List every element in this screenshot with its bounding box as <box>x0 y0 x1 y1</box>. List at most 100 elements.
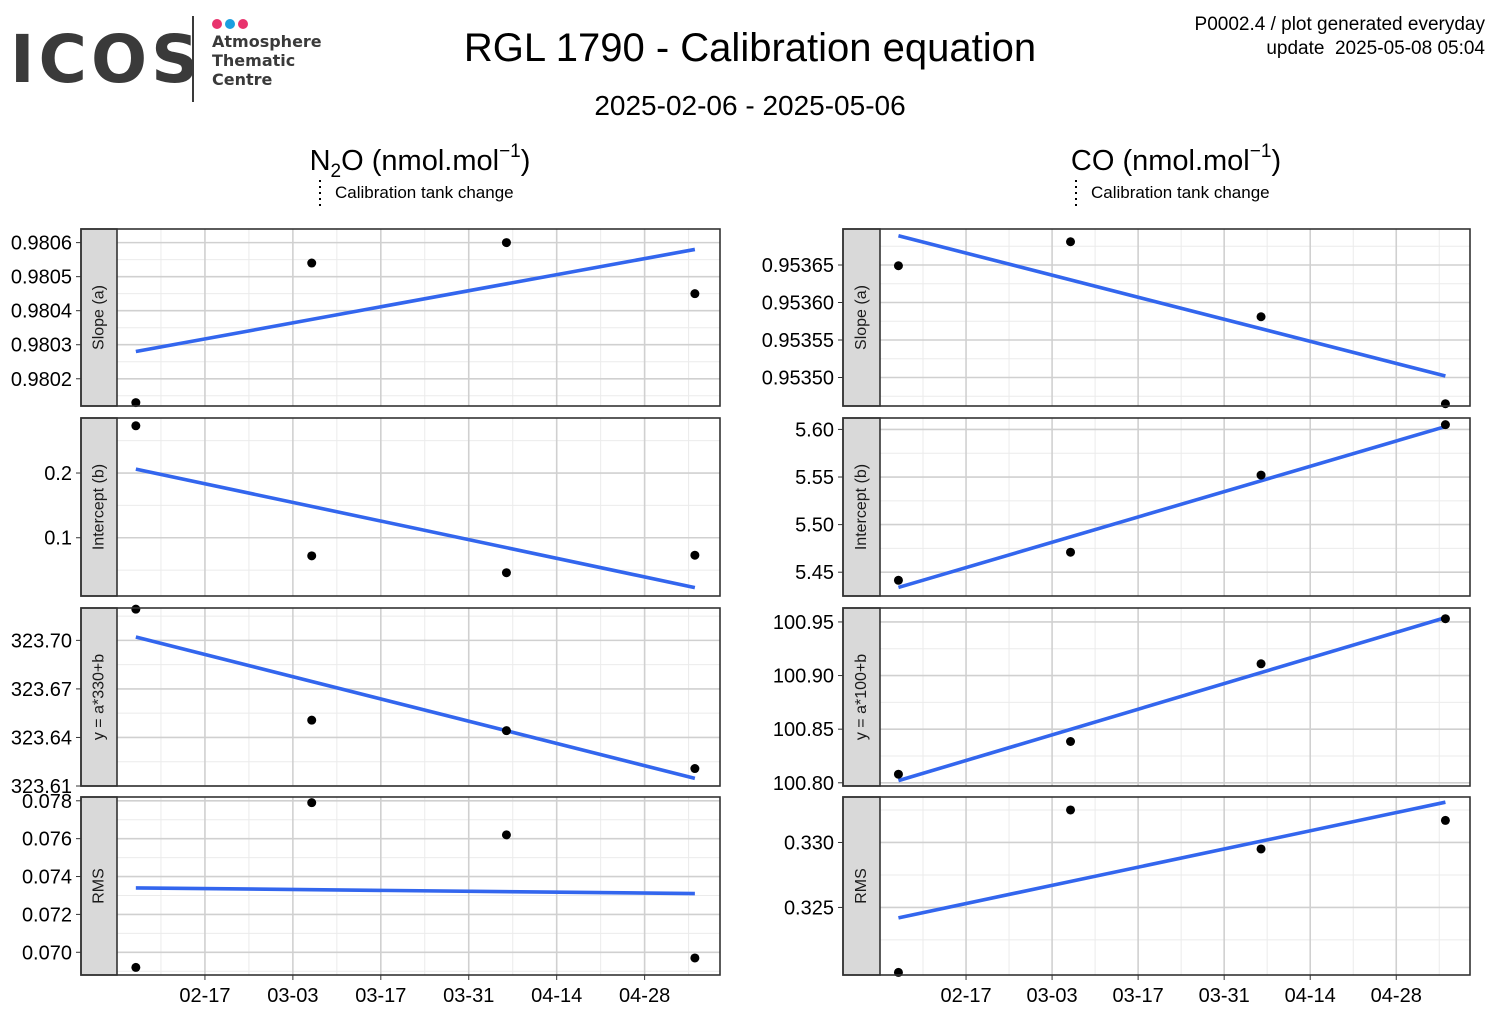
y-tick-labels: 323.61 323.64 323.67 323.70 <box>11 630 81 798</box>
data-point <box>131 398 141 408</box>
y-tick-label: 100.80 <box>773 773 834 795</box>
y-tick-label: 0.2 <box>44 463 72 485</box>
species-name: CO <box>1071 145 1123 177</box>
panel-strip-label: Slope (a) <box>91 285 108 350</box>
species-name: N <box>310 145 331 177</box>
minor-gridlines <box>117 229 720 406</box>
data-point <box>307 551 317 561</box>
y-tick-labels: 0.325 0.330 <box>784 832 843 919</box>
data-point <box>501 726 511 736</box>
data-point <box>1256 312 1266 322</box>
data-points <box>131 798 700 972</box>
data-points <box>893 237 1450 409</box>
data-point <box>893 261 903 271</box>
data-point <box>1440 815 1450 825</box>
data-point <box>131 962 141 972</box>
x-tick-label: 04-14 <box>1285 985 1336 1007</box>
y-tick-labels: 0.9802 0.9803 0.9804 0.9805 0.9806 <box>11 233 81 391</box>
y-tick-label: 5.60 <box>795 419 834 441</box>
panel-strip-label: Slope (a) <box>853 285 870 350</box>
panel-border <box>80 796 721 976</box>
data-point <box>690 289 700 299</box>
unit-superscript: −1 <box>1250 141 1272 162</box>
x-tick-label: 02-17 <box>940 985 991 1007</box>
unit-close: ) <box>1271 145 1281 177</box>
x-tick-label: 04-14 <box>531 985 582 1007</box>
x-tick-label: 04-28 <box>619 985 670 1007</box>
y-tick-label: 0.325 <box>784 897 834 919</box>
x-tick-label: 03-31 <box>443 985 494 1007</box>
y-tick-labels: 5.45 5.50 5.55 5.60 <box>795 419 843 584</box>
panel-border <box>80 228 721 407</box>
y-tick-label: 0.9803 <box>11 335 72 357</box>
fit-line <box>898 800 1446 920</box>
y-tick-label: 0.9805 <box>11 267 72 289</box>
y-tick-label: 0.076 <box>22 829 72 851</box>
x-tick-label: 04-28 <box>1371 985 1422 1007</box>
panel-strip-label: y = a*330+b <box>91 654 108 740</box>
page-title: RGL 1790 - Calibration equation <box>463 26 1037 70</box>
panel-strip-label: RMS <box>91 868 108 904</box>
major-gridlines <box>117 418 720 596</box>
y-tick-label: 0.9806 <box>11 233 72 255</box>
unit-superscript: −1 <box>499 141 521 162</box>
data-points <box>893 420 1450 585</box>
data-point <box>307 258 317 268</box>
panel-border <box>80 607 721 787</box>
y-tick-label: 100.85 <box>773 719 834 741</box>
panel-strip <box>842 417 881 597</box>
y-tick-label: 100.90 <box>773 666 834 688</box>
data-point <box>501 238 511 248</box>
chart-column-1: N2O (nmol.mol−1)Calibration tank change 0… <box>11 141 721 1007</box>
x-tick-label: 03-17 <box>355 985 406 1007</box>
data-point <box>307 715 317 725</box>
page-subtitle: 2025-02-06 - 2025-05-06 <box>594 90 906 121</box>
data-point <box>1256 470 1266 480</box>
fit-line <box>135 635 696 781</box>
fit-line <box>135 886 695 896</box>
panel-strip-label: Intercept (b) <box>853 464 870 550</box>
logo-line: Atmosphere <box>212 32 322 51</box>
data-point <box>1066 237 1076 247</box>
logo-dots <box>212 16 251 29</box>
panel-border <box>842 228 1471 407</box>
y-tick-label: 0.070 <box>22 942 72 964</box>
data-point <box>690 550 700 560</box>
panel-border <box>842 796 1471 976</box>
y-tick-label: 5.55 <box>795 467 834 489</box>
y-tick-label: 323.61 <box>11 776 72 798</box>
data-point <box>1066 547 1076 557</box>
logo-dot-blue <box>225 19 235 29</box>
legend-label: Calibration tank change <box>335 183 514 202</box>
data-point <box>1440 614 1450 624</box>
data-point <box>501 830 511 840</box>
panel-strip <box>80 228 118 407</box>
plot-code: P0002.4 / plot generated everyday <box>1194 14 1485 35</box>
x-tick-label: 03-03 <box>267 985 318 1007</box>
chart-column-2: CO (nmol.mol−1)Calibration tank change0.… <box>762 141 1471 1007</box>
data-point <box>1440 399 1450 409</box>
y-tick-label: 0.95365 <box>762 255 834 277</box>
panel-border <box>80 417 721 597</box>
logo-dot-pink <box>212 19 222 29</box>
species-name: O <box>341 145 372 177</box>
y-tick-label: 0.074 <box>22 867 72 889</box>
data-points <box>131 604 700 774</box>
logo-wordmark: ICOS <box>10 21 203 98</box>
x-tick-label: 03-03 <box>1027 985 1078 1007</box>
data-point <box>1066 805 1076 815</box>
panel-strip <box>842 796 881 976</box>
panel-4: 0.070 0.072 0.074 0.076 0.078 RMS <box>22 791 721 976</box>
data-point <box>690 764 700 774</box>
y-tick-label: 0.9802 <box>11 369 72 391</box>
fit-line <box>135 247 696 354</box>
data-points <box>893 805 1450 977</box>
data-points <box>893 614 1450 779</box>
panel-strip <box>842 228 881 407</box>
y-tick-label: 100.95 <box>773 612 834 634</box>
data-point <box>893 575 903 585</box>
x-tick-label: 03-31 <box>1199 985 1250 1007</box>
fit-line <box>897 615 1446 783</box>
unit-close: ) <box>521 145 531 177</box>
column-title: N2O (nmol.mol−1) <box>310 141 531 182</box>
